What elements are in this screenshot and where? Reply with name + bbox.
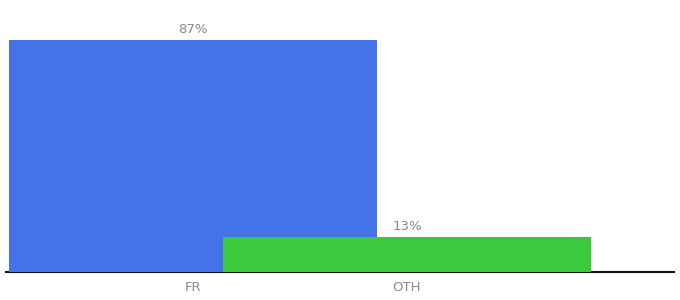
- Text: 87%: 87%: [178, 23, 207, 36]
- Text: 13%: 13%: [392, 220, 422, 233]
- Bar: [223, 237, 591, 272]
- Bar: [9, 40, 377, 272]
